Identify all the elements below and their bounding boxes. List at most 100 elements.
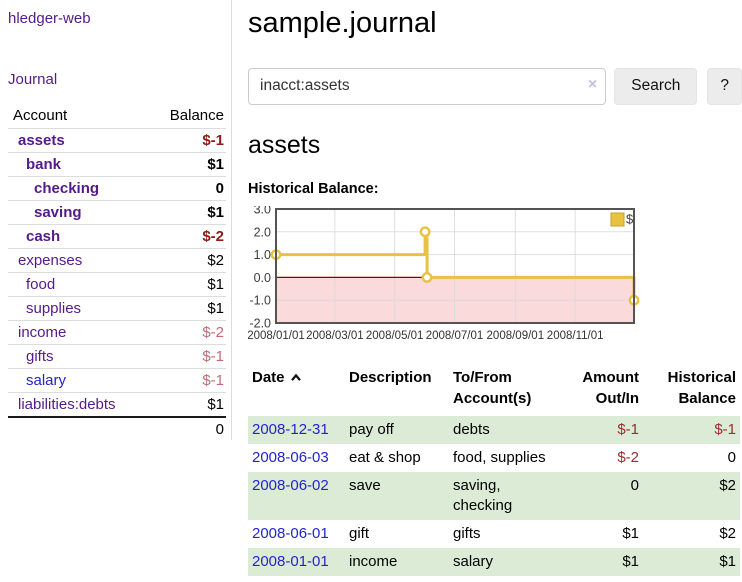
clear-search-icon[interactable]: × (587, 75, 598, 93)
account-balance: $1 (207, 396, 224, 413)
x-axis-tick-label: 2008/05/01 (366, 330, 424, 342)
transaction-accounts: food, supplies (453, 448, 546, 466)
transaction-description: save (349, 476, 381, 494)
account-name-cell: saving (8, 201, 147, 225)
transaction-date-link[interactable]: 2008-01-01 (252, 552, 329, 570)
transaction-date-link[interactable]: 2008-06-03 (252, 448, 329, 466)
transaction-description: pay off (349, 420, 394, 438)
transaction-accounts: debts (453, 420, 490, 438)
account-link-assets[interactable]: assets (18, 132, 65, 149)
legend-label: $ (626, 211, 634, 226)
account-column-header: Account (13, 107, 68, 124)
transaction-amount: $-1 (617, 420, 639, 438)
account-link-food[interactable]: food (26, 276, 56, 293)
account-balance: $1 (207, 300, 224, 317)
account-row: cash $-2 (8, 224, 226, 249)
transaction-date-link[interactable]: 2008-06-01 (252, 524, 329, 542)
y-axis-tick-label: 0.0 (254, 271, 271, 285)
account-balance: $2 (207, 252, 224, 269)
account-balance: $1 (207, 204, 224, 221)
transaction-amount: $-2 (617, 448, 639, 466)
account-row: expenses $2 (8, 248, 226, 273)
y-axis-tick-label: -2.0 (249, 316, 271, 330)
app-title-link[interactable]: hledger-web (8, 10, 91, 27)
account-link-supplies[interactable]: supplies (26, 300, 82, 317)
data-point (419, 226, 431, 237)
account-row: liabilities:debts $1 (8, 392, 226, 418)
account-row: bank $1 (8, 152, 226, 177)
account-balance: $-1 (202, 372, 224, 389)
transaction-date-cell: 2008-06-03 (248, 444, 345, 472)
account-link-checking[interactable]: checking (34, 180, 100, 197)
journal-nav-link[interactable]: Journal (8, 71, 58, 88)
x-axis-tick-label: 2008/11/01 (547, 330, 604, 342)
transaction-accounts: gifts (453, 524, 481, 542)
account-name-cell: assets (8, 129, 147, 153)
transactions-table: Date Description To/From Account(s) Amount Ou… (248, 364, 740, 576)
y-axis-tick-label: 1.0 (254, 248, 271, 262)
account-balance: $-2 (202, 228, 224, 245)
data-point (421, 271, 433, 283)
x-axis-tick-label: 2008/07/01 (426, 330, 484, 342)
account-name-cell: liabilities:debts (8, 393, 147, 418)
account-name-cell: cash (8, 225, 147, 249)
total-balance: 0 (215, 421, 224, 438)
account-balance: $1 (207, 276, 224, 293)
transaction-date-cell: 2008-01-01 (248, 548, 345, 576)
search-input[interactable] (248, 67, 607, 105)
account-link-expenses[interactable]: expenses (18, 252, 83, 269)
account-row: gifts $-1 (8, 344, 226, 369)
transaction-balance: $2 (719, 476, 736, 494)
account-link-income[interactable]: income (18, 324, 67, 341)
account-link-liabilities-debts[interactable]: liabilities:debts (18, 396, 116, 413)
balance-column-header: Balance (169, 107, 224, 124)
account-link-salary[interactable]: salary (26, 372, 67, 389)
x-axis-tick-label: 2008/01/01 (248, 330, 305, 342)
transaction-balance: $2 (719, 524, 736, 542)
account-balance: $-2 (202, 324, 224, 341)
column-header-description: Description (349, 368, 432, 386)
transaction-amount: $1 (622, 524, 639, 542)
transaction-balance: $-1 (714, 420, 736, 438)
transaction-description: eat & shop (349, 448, 421, 466)
transaction-date-cell: 2008-12-31 (248, 416, 345, 444)
account-balance: $-1 (202, 132, 224, 149)
transaction-date-link[interactable]: 2008-12-31 (252, 420, 329, 438)
account-link-gifts[interactable]: gifts (26, 348, 54, 365)
help-button[interactable]: ? (707, 67, 742, 105)
account-balance: 0 (215, 180, 224, 197)
transaction-date-cell: 2008-06-02 (248, 472, 345, 520)
chart-section-label: Historical Balance: (248, 180, 379, 197)
account-row: checking 0 (8, 176, 226, 201)
account-name-cell: checking (8, 177, 147, 201)
x-axis-tick-label: 2008/09/01 (487, 330, 545, 342)
search-box: × (248, 67, 607, 105)
search-button[interactable]: Search (614, 67, 698, 105)
column-header-date[interactable]: Date (248, 364, 345, 416)
transaction-balance: 0 (727, 448, 736, 466)
column-header-amount: Amount Out/In (582, 368, 639, 407)
transaction-accounts: salary (453, 552, 494, 570)
main-content: sample.journal × Search ? assets Histori… (247, 0, 742, 576)
account-link-bank[interactable]: bank (26, 156, 62, 173)
transaction-accounts: saving, checking (453, 476, 513, 514)
transaction-amount: 0 (630, 476, 639, 494)
transaction-row: 2008-12-31 pay off debts $-1 $-1 (248, 415, 740, 444)
account-row: food $1 (8, 272, 226, 297)
sidebar: hledger-web Journal Account Balance asse… (0, 0, 232, 440)
account-link-saving[interactable]: saving (34, 204, 82, 221)
historical-balance-chart: $3.0 2.0 1.0 0.0 -1.0 -2.0 2008/01/01 2008/03/0… (247, 202, 688, 351)
account-link-cash[interactable]: cash (26, 228, 61, 245)
column-header-tofrom: To/From Account(s) (453, 368, 532, 407)
account-name-cell: bank (8, 153, 147, 177)
transaction-date-link[interactable]: 2008-06-02 (252, 476, 329, 494)
transaction-amount: $1 (622, 552, 639, 570)
account-name-cell: gifts (8, 345, 147, 369)
column-header-historical: Historical Balance (667, 368, 736, 407)
x-axis-tick-label: 2008/03/01 (306, 330, 364, 342)
transaction-description: gift (349, 524, 370, 542)
account-row: supplies $1 (8, 296, 226, 321)
account-title: assets (248, 130, 321, 159)
transaction-row: 2008-06-02 save saving, checking 0 $2 (248, 471, 740, 520)
